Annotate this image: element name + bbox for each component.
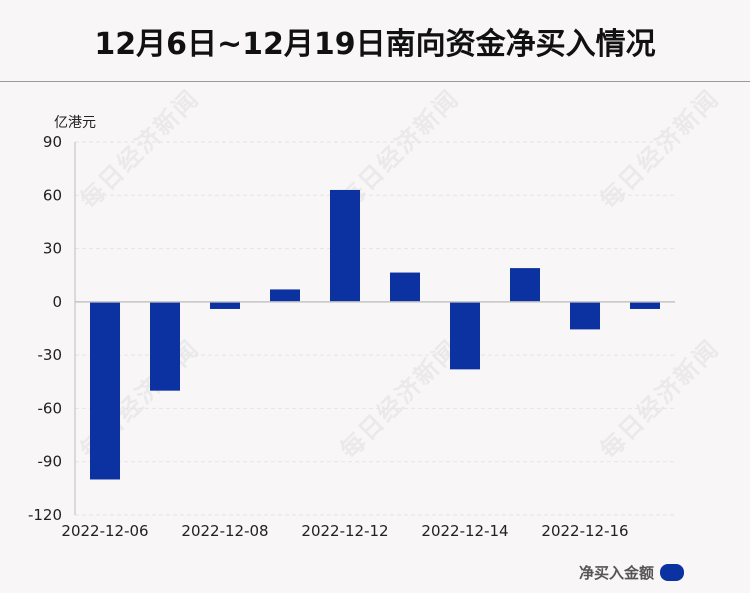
y-tick-label: -120 xyxy=(28,506,62,524)
bar xyxy=(510,268,540,302)
x-tick-label: 2022-12-14 xyxy=(421,522,508,540)
x-tick-label: 2022-12-06 xyxy=(61,522,148,540)
x-tick-label: 2022-12-16 xyxy=(541,522,628,540)
bar xyxy=(270,289,300,302)
y-tick-label: 60 xyxy=(43,186,62,204)
legend-label: 净买入金额 xyxy=(578,564,654,582)
x-tick-label: 2022-12-12 xyxy=(301,522,388,540)
y-tick-label: -60 xyxy=(38,399,63,417)
y-tick-label: -30 xyxy=(38,346,63,364)
title-divider xyxy=(0,81,750,82)
bar xyxy=(630,301,660,309)
bar xyxy=(450,301,480,370)
legend-swatch xyxy=(660,564,684,581)
legend: 净买入金额 xyxy=(579,562,684,583)
y-tick-label: 90 xyxy=(43,133,62,151)
y-tick-label: -90 xyxy=(38,453,63,471)
bar xyxy=(90,301,120,480)
bar xyxy=(570,301,600,330)
y-tick-label: 30 xyxy=(43,240,62,258)
bar xyxy=(150,301,180,391)
chart-title: 12月6日~12月19日南向资金净买入情况 xyxy=(94,27,656,62)
bar xyxy=(210,301,240,309)
y-axis-unit: 亿港元 xyxy=(54,115,96,131)
bar xyxy=(390,272,420,302)
x-tick-label: 2022-12-08 xyxy=(181,522,268,540)
bar xyxy=(330,189,360,302)
y-tick-label: 0 xyxy=(52,293,62,311)
